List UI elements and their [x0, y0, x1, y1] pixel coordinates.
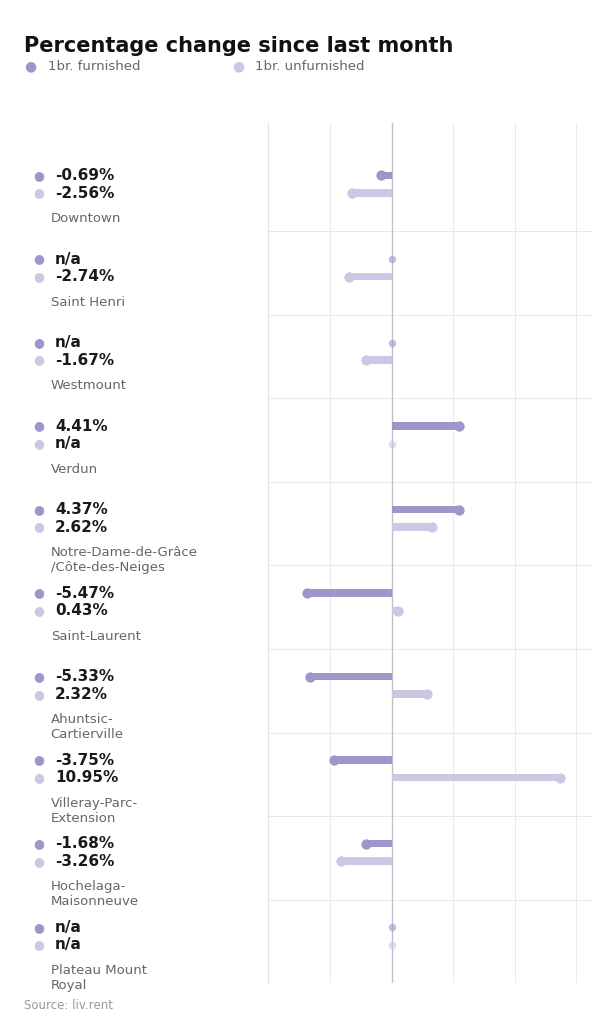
Bar — [366, 356, 392, 364]
Text: ●: ● — [34, 253, 45, 265]
Point — [361, 352, 371, 369]
Bar — [392, 506, 459, 513]
Text: ●: ● — [34, 503, 45, 516]
Text: ●: ● — [34, 687, 45, 700]
Point — [303, 585, 312, 601]
Text: ●: ● — [34, 336, 45, 349]
Text: Percentage change since last month: Percentage change since last month — [24, 36, 454, 56]
Text: 1br. furnished: 1br. furnished — [48, 60, 140, 73]
Text: ●: ● — [34, 420, 45, 432]
Text: ●: ● — [34, 437, 45, 451]
Point — [387, 334, 396, 350]
Text: Saint Henri: Saint Henri — [51, 296, 125, 309]
Text: ●: ● — [34, 771, 45, 784]
Point — [454, 502, 464, 518]
Point — [387, 919, 396, 935]
Bar — [392, 774, 560, 781]
Text: 2.62%: 2.62% — [55, 519, 108, 535]
Point — [422, 686, 432, 702]
Point — [347, 185, 357, 202]
Point — [393, 602, 403, 618]
Text: 2.32%: 2.32% — [55, 687, 108, 701]
Text: ●: ● — [34, 921, 45, 934]
Text: ●: ● — [34, 670, 45, 683]
Text: -3.75%: -3.75% — [55, 753, 114, 768]
Bar — [352, 189, 392, 197]
Bar — [392, 607, 398, 614]
Text: -3.26%: -3.26% — [55, 854, 114, 868]
Bar — [350, 272, 392, 281]
Text: ●: ● — [34, 837, 45, 850]
Text: 4.37%: 4.37% — [55, 502, 107, 517]
Text: -5.47%: -5.47% — [55, 586, 114, 600]
Text: ●: ● — [34, 520, 45, 534]
Text: 1br. unfurnished: 1br. unfurnished — [255, 60, 365, 73]
Text: ●: ● — [24, 59, 37, 74]
Text: Westmount: Westmount — [51, 379, 127, 392]
Point — [337, 853, 346, 869]
Text: ●: ● — [34, 169, 45, 182]
Bar — [309, 673, 392, 680]
Bar — [342, 857, 392, 865]
Text: ●: ● — [34, 938, 45, 951]
Text: ●: ● — [34, 604, 45, 617]
Bar — [334, 757, 392, 764]
Point — [387, 936, 396, 952]
Text: Downtown: Downtown — [51, 212, 121, 225]
Text: ●: ● — [34, 587, 45, 599]
Text: ●: ● — [232, 59, 244, 74]
Text: ●: ● — [34, 754, 45, 767]
Text: n/a: n/a — [55, 252, 82, 266]
Text: ●: ● — [34, 186, 45, 200]
Point — [361, 836, 371, 852]
Text: Villeray-Parc-
Extension: Villeray-Parc- Extension — [51, 797, 138, 824]
Bar — [392, 523, 432, 530]
Point — [555, 769, 565, 785]
Bar — [366, 840, 392, 847]
Text: n/a: n/a — [55, 920, 82, 935]
Point — [376, 167, 386, 183]
Text: ●: ● — [34, 270, 45, 283]
Text: ●: ● — [34, 353, 45, 367]
Bar — [307, 589, 392, 597]
Point — [427, 519, 437, 536]
Text: Saint-Laurent: Saint-Laurent — [51, 630, 140, 643]
Text: -0.69%: -0.69% — [55, 168, 114, 183]
Point — [387, 251, 396, 267]
Point — [329, 752, 339, 768]
Text: 4.41%: 4.41% — [55, 419, 107, 433]
Text: n/a: n/a — [55, 937, 82, 952]
Text: -2.74%: -2.74% — [55, 269, 114, 284]
Bar — [392, 422, 459, 430]
Text: Ahuntsic-
Cartierville: Ahuntsic- Cartierville — [51, 714, 124, 741]
Point — [454, 418, 464, 434]
Text: 10.95%: 10.95% — [55, 770, 118, 785]
Point — [345, 268, 354, 285]
Text: -2.56%: -2.56% — [55, 185, 114, 201]
Text: n/a: n/a — [55, 335, 82, 350]
Text: Plateau Mount
Royal: Plateau Mount Royal — [51, 964, 146, 992]
Text: Hochelaga-
Maisonneuve: Hochelaga- Maisonneuve — [51, 881, 138, 908]
Text: 0.43%: 0.43% — [55, 603, 107, 618]
Bar — [392, 690, 427, 697]
Text: -1.68%: -1.68% — [55, 836, 114, 851]
Text: ●: ● — [34, 855, 45, 867]
Text: Verdun: Verdun — [51, 463, 98, 476]
Text: n/a: n/a — [55, 436, 82, 451]
Text: Notre-Dame-de-Grâce
/Côte-des-Neiges: Notre-Dame-de-Grâce /Côte-des-Neiges — [51, 546, 198, 574]
Point — [387, 435, 396, 452]
Text: Source: liv.rent: Source: liv.rent — [24, 998, 113, 1012]
Point — [304, 669, 314, 685]
Bar — [381, 172, 392, 179]
Text: -5.33%: -5.33% — [55, 669, 114, 684]
Text: -1.67%: -1.67% — [55, 352, 114, 368]
